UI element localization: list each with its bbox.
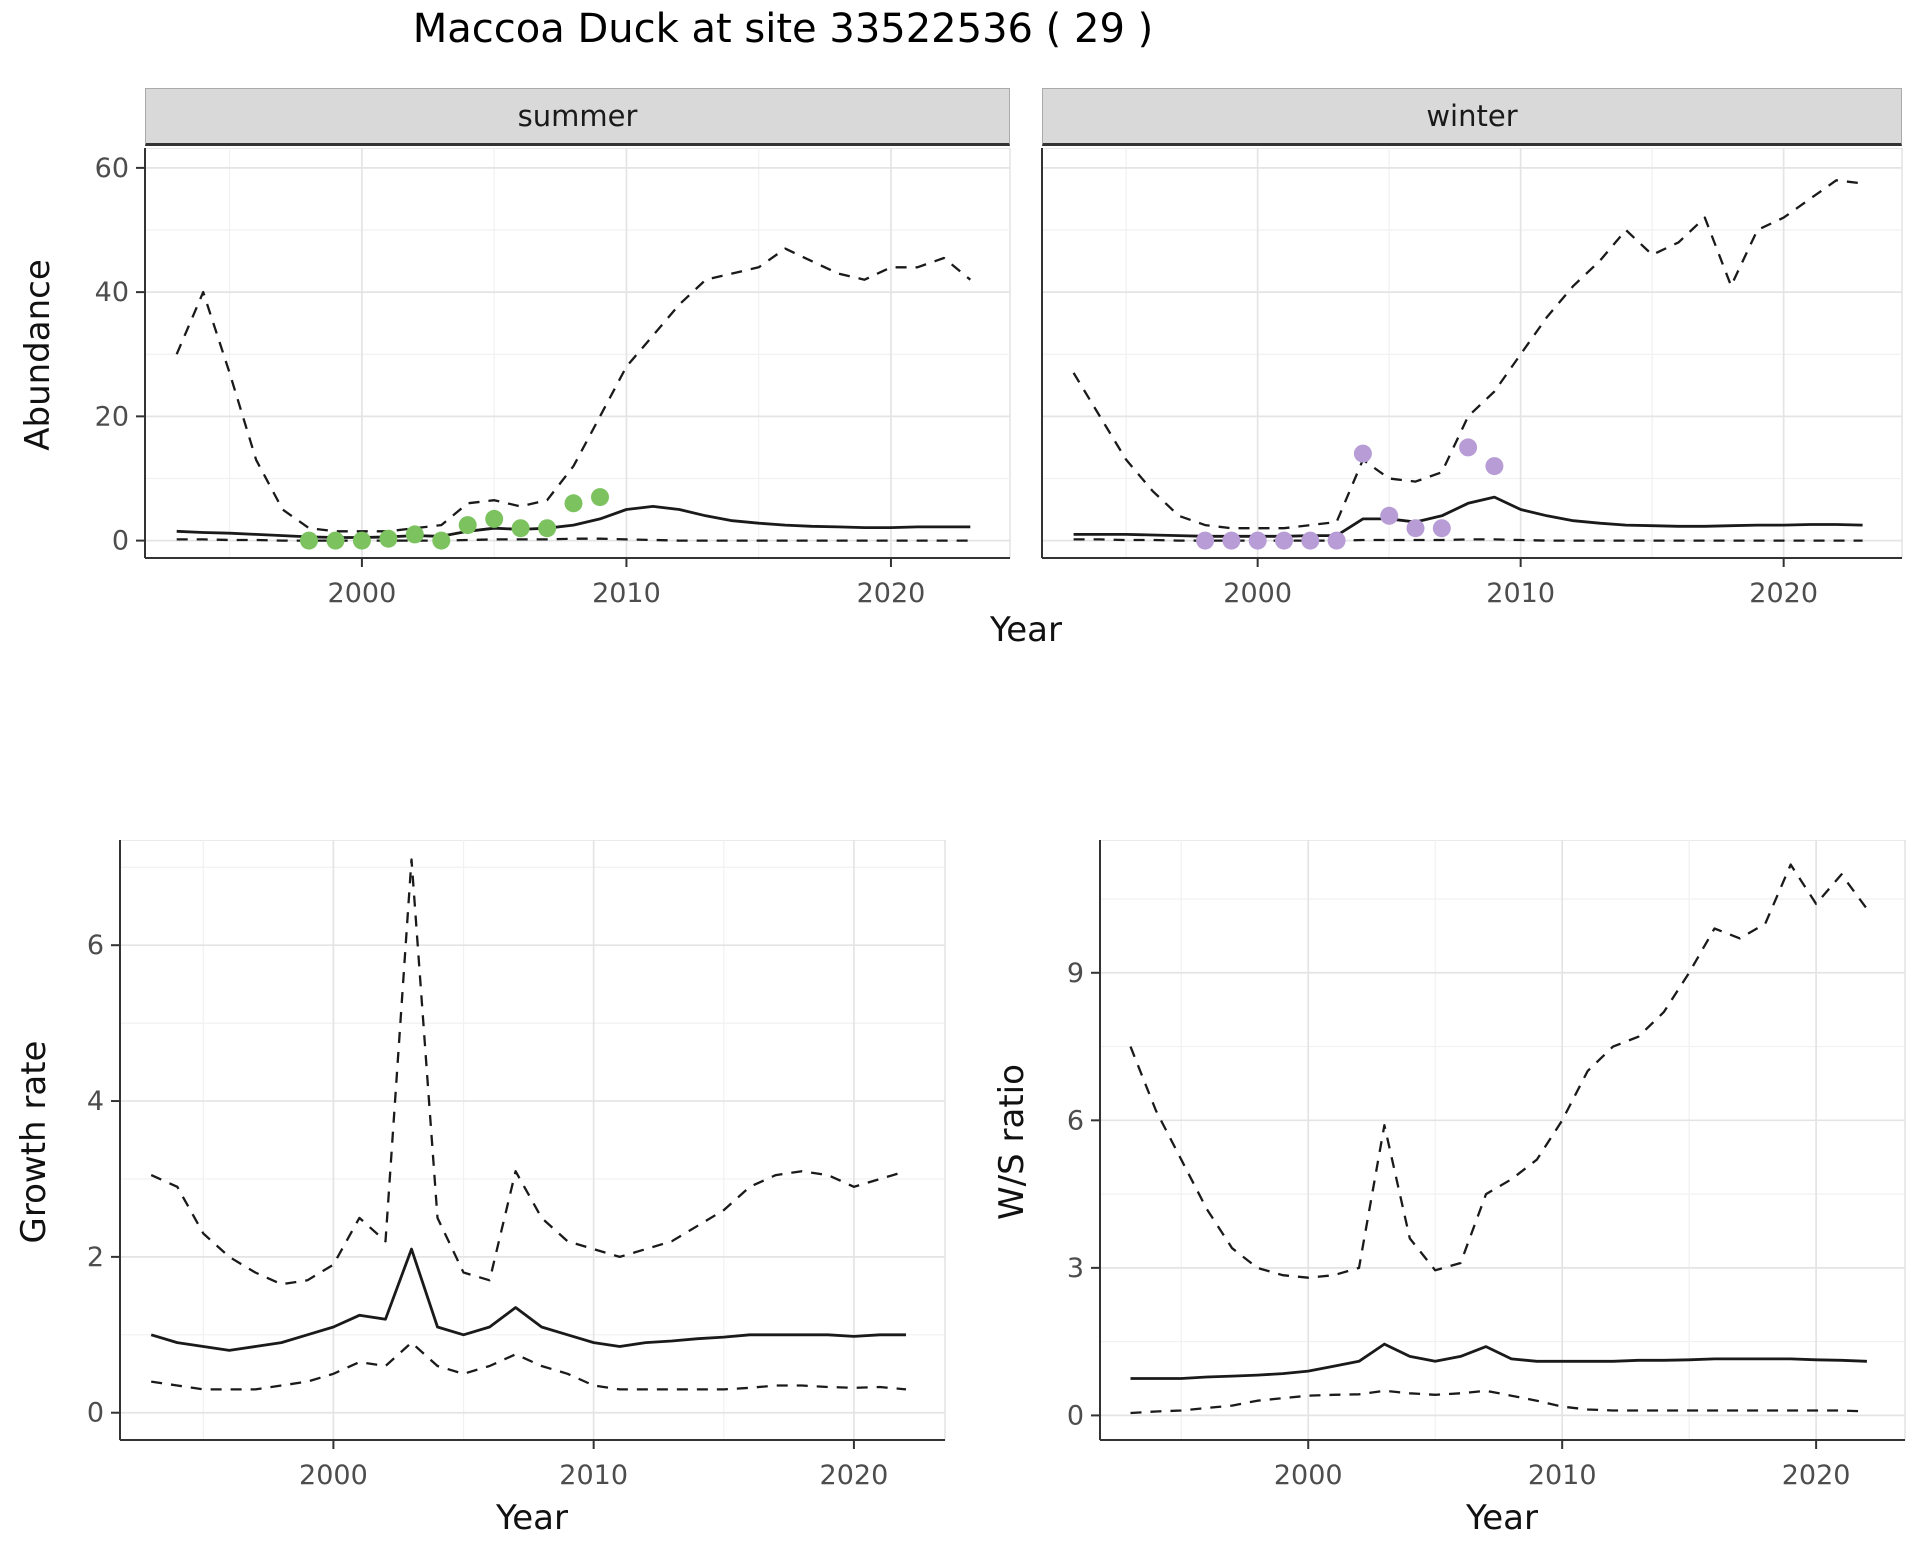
x-tick-label: 2020 xyxy=(820,1460,889,1491)
x-tick-label: 2010 xyxy=(1528,1460,1597,1491)
winter-observed-count-point xyxy=(1301,531,1320,550)
facet-strip-summer: summer xyxy=(145,88,1010,146)
y-tick-label: 40 xyxy=(95,277,129,308)
winter-observed-count-point xyxy=(1432,519,1451,538)
x-tick-label: 2000 xyxy=(1223,578,1292,609)
winter-observed-count-point xyxy=(1353,444,1372,463)
growth-rate-panel: 2000 2010 2020 0 2 4 6 xyxy=(87,840,946,1491)
series-upper-credible-bound xyxy=(175,247,972,533)
y-tick-label: 0 xyxy=(1067,1400,1084,1431)
winter-observed-count-point xyxy=(1485,457,1504,476)
ws-ratio-x-axis-title: Year xyxy=(1466,1498,1538,1538)
x-tick-label: 2010 xyxy=(592,578,661,609)
x-tick-label: 2000 xyxy=(1274,1460,1343,1491)
y-tick-label: 2 xyxy=(87,1242,104,1273)
x-tick-label: 2010 xyxy=(559,1460,628,1491)
y-tick-label: 6 xyxy=(87,930,104,961)
facet-strip-winter: winter xyxy=(1042,88,1902,146)
panel-background xyxy=(144,148,1011,559)
figure-title: Maccoa Duck at site 33522536 ( 29 ) xyxy=(412,6,1154,52)
abundance-y-axis-title: Abundance xyxy=(18,259,58,451)
summer-observed-count-point xyxy=(538,519,557,538)
y-tick-label: 4 xyxy=(87,1086,104,1117)
series-median-estimate xyxy=(1130,1342,1867,1380)
y-tick-label: 9 xyxy=(1067,958,1084,989)
series-upper-credible-bound xyxy=(1072,179,1863,530)
winter-observed-count-point xyxy=(1196,531,1215,550)
winter-observed-count-point xyxy=(1222,531,1241,550)
summer-observed-count-point xyxy=(326,531,345,550)
y-tick-label: 6 xyxy=(1067,1105,1084,1136)
facet-strip-winter-label: winter xyxy=(1426,99,1518,133)
y-tick-label: 0 xyxy=(87,1398,104,1429)
summer-observed-count-point xyxy=(432,531,451,550)
growth-rate-x-axis-title: Year xyxy=(496,1498,568,1538)
x-tick-label: 2010 xyxy=(1486,578,1555,609)
summer-observed-count-point xyxy=(485,509,504,528)
summer-observed-count-point xyxy=(564,494,583,513)
facet-strip-summer-label: summer xyxy=(517,99,638,133)
panel-background xyxy=(1099,840,1906,1441)
panel-background xyxy=(119,840,946,1441)
winter-observed-count-point xyxy=(1380,506,1399,525)
series-lower-credible-bound xyxy=(176,537,971,542)
panel-background xyxy=(1041,148,1903,559)
y-tick-label: 20 xyxy=(95,401,129,432)
summer-observed-count-point xyxy=(300,531,318,550)
x-tick-label: 2020 xyxy=(857,578,926,609)
summer-observed-count-point xyxy=(352,531,371,550)
series-lower-credible-bound xyxy=(151,1341,907,1391)
summer-observed-count-point xyxy=(405,525,424,544)
summer-abundance-panel: 2000 2010 2020 0 20 40 60 xyxy=(95,148,1011,609)
series-lower-credible-bound xyxy=(1130,1389,1867,1415)
abundance-x-axis-title: Year xyxy=(990,610,1062,650)
x-tick-label: 2000 xyxy=(328,578,397,609)
x-tick-label: 2000 xyxy=(299,1460,368,1491)
winter-observed-count-point xyxy=(1459,438,1478,457)
summer-observed-count-point xyxy=(591,488,609,507)
series-upper-credible-bound xyxy=(150,858,907,1286)
winter-observed-count-point xyxy=(1327,531,1346,550)
summer-observed-count-point xyxy=(511,519,530,538)
winter-observed-count-point xyxy=(1406,519,1425,538)
x-tick-label: 2020 xyxy=(1782,1460,1851,1491)
y-tick-label: 0 xyxy=(112,526,129,557)
y-tick-label: 60 xyxy=(95,153,129,184)
summer-observed-count-point xyxy=(379,529,398,548)
x-tick-label: 2020 xyxy=(1749,578,1818,609)
winter-observed-count-point xyxy=(1248,531,1267,550)
winter-abundance-panel: 2000 2010 2020 xyxy=(1041,148,1903,609)
y-tick-label: 3 xyxy=(1067,1253,1084,1284)
series-median-estimate xyxy=(150,1247,906,1352)
ws-ratio-panel: 2000 2010 2020 0 3 6 9 xyxy=(1067,840,1906,1491)
winter-observed-count-point xyxy=(1275,531,1293,550)
summer-observed-count-point xyxy=(458,516,477,535)
